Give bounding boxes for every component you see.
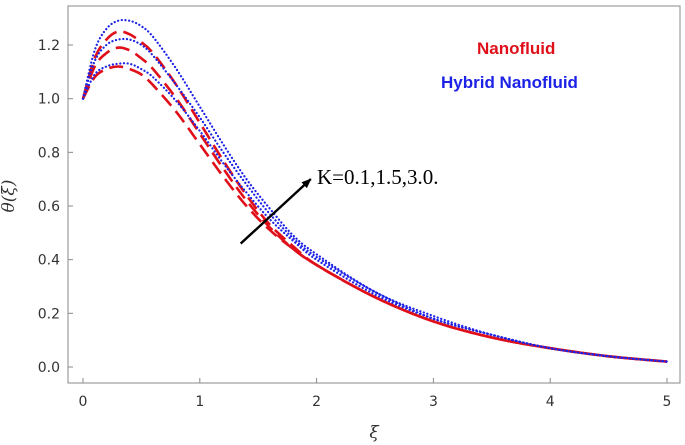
y-tick-label: 0.6 [38, 199, 60, 215]
hybrid-nanofluid-series-line-3 [81, 18, 669, 363]
y-tick-label: 0.0 [38, 360, 60, 376]
annotation-arrow [239, 178, 312, 245]
y-tick-label: 1.0 [38, 92, 60, 108]
x-axis-label: ξ [369, 423, 380, 443]
y-tick-label: 1.2 [38, 38, 60, 54]
nanofluid-series-line-1 [81, 65, 668, 363]
y-tick-label: 0.2 [38, 306, 60, 322]
x-tick-label: 5 [663, 394, 672, 410]
x-tick-label: 2 [312, 394, 321, 410]
hybrid-nanofluid-series-line-2 [81, 37, 669, 363]
x-tick-label: 3 [429, 394, 438, 410]
axis-ticks: 0 1 2 3 4 5 0.0 0.2 0.4 0.6 0.8 1.0 1.2 [38, 38, 672, 410]
y-tick-label: 0.8 [38, 145, 60, 161]
x-tick-label: 1 [195, 394, 204, 410]
nanofluid-series-line-3 [81, 30, 668, 363]
annotation-text: K=0.1,1.5,3.0. [317, 165, 439, 189]
legend-hybrid-nanofluid: Hybrid Nanofluid [441, 73, 578, 92]
series-layer [81, 18, 669, 363]
plot-frame [67, 5, 681, 384]
y-axis-label: θ(ξ) [0, 180, 19, 213]
x-tick-label: 4 [546, 394, 555, 410]
hybrid-nanofluid-series-line-1 [81, 62, 669, 363]
x-tick-label: 0 [79, 394, 88, 410]
y-tick-label: 0.4 [38, 253, 60, 269]
legend-nanofluid: Nanofluid [477, 39, 555, 58]
nanofluid-series-line-2 [81, 46, 668, 363]
